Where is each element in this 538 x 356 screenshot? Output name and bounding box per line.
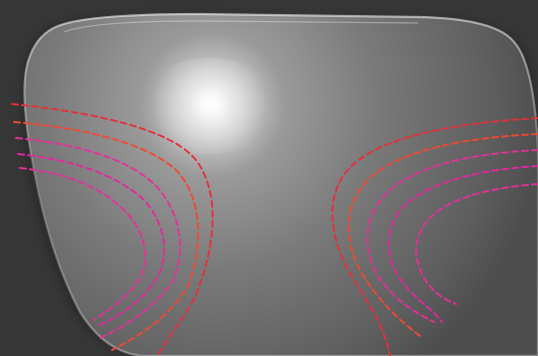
right-contours [331, 117, 538, 356]
lens-rim [23, 12, 538, 356]
left-contour-3 [15, 137, 181, 339]
left-contour-5 [19, 167, 147, 321]
right-contour-4 [387, 165, 538, 323]
lens-rim-inner [63, 20, 419, 33]
right-contour-1 [331, 117, 538, 356]
lens-body [24, 14, 538, 356]
right-contour-5 [415, 183, 538, 305]
right-contour-3 [366, 149, 538, 323]
left-contour-2 [13, 121, 200, 351]
right-contour-2 [347, 133, 538, 337]
left-contours [11, 103, 214, 356]
left-contour-4 [17, 153, 165, 327]
left-contour-1 [11, 103, 214, 356]
lens-highlight [138, 58, 282, 154]
